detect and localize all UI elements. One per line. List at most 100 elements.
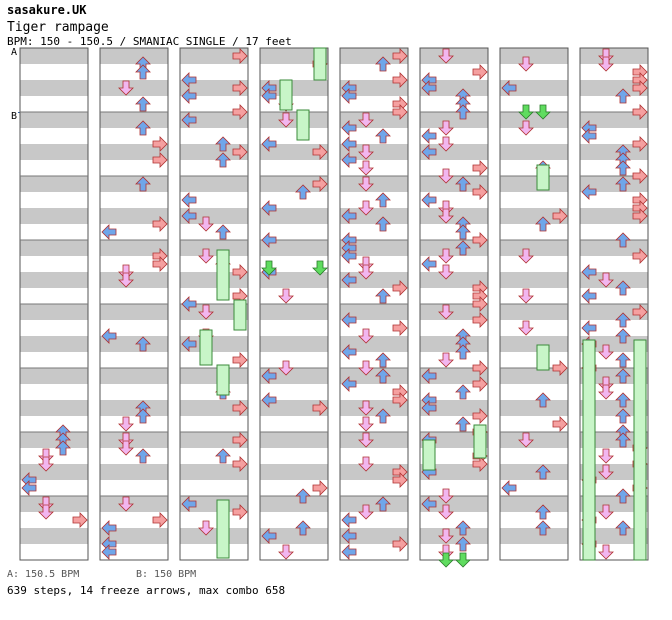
left-arrow [341, 344, 357, 360]
left-arrow [341, 544, 357, 560]
right-arrow-shape [392, 280, 408, 296]
beat-stripe [420, 208, 488, 224]
beat-stripe [260, 176, 328, 192]
right-arrow-shape [312, 480, 328, 496]
down-arrow [518, 432, 534, 448]
left-arrow [181, 296, 197, 312]
up-arrow [615, 280, 631, 296]
down-arrow [118, 440, 134, 456]
down-arrow [438, 488, 454, 504]
left-arrow [261, 232, 277, 248]
freeze-head-arrow [518, 104, 534, 120]
left-arrow-shape [421, 368, 437, 384]
freeze-head-shape [455, 552, 471, 568]
up-arrow-shape [295, 520, 311, 536]
up-arrow-shape [295, 488, 311, 504]
down-arrow [358, 200, 374, 216]
up-arrow-shape [615, 160, 631, 176]
up-arrow [375, 496, 391, 512]
down-arrow-shape [598, 504, 614, 520]
up-arrow-shape [535, 504, 551, 520]
up-arrow [615, 160, 631, 176]
beat-stripe [100, 400, 168, 416]
left-arrow [341, 272, 357, 288]
up-arrow-shape [135, 64, 151, 80]
down-arrow [358, 112, 374, 128]
right-arrow-shape [552, 416, 568, 432]
up-arrow-shape [215, 136, 231, 152]
beat-stripe [20, 400, 88, 416]
up-arrow-shape [135, 120, 151, 136]
right-arrow [392, 48, 408, 64]
left-arrow-shape [421, 128, 437, 144]
right-arrow [392, 320, 408, 336]
up-arrow-shape [375, 368, 391, 384]
up-arrow [295, 488, 311, 504]
left-arrow [341, 312, 357, 328]
down-arrow-shape [278, 544, 294, 560]
right-arrow-shape [232, 504, 248, 520]
left-arrow-shape [581, 128, 597, 144]
right-arrow-shape [312, 144, 328, 160]
right-arrow-shape [152, 216, 168, 232]
left-arrow-shape [181, 72, 197, 88]
up-arrow-shape [455, 240, 471, 256]
right-arrow [232, 80, 248, 96]
beat-stripe [180, 432, 248, 448]
down-arrow [278, 360, 294, 376]
left-arrow-shape [181, 336, 197, 352]
freeze-head-shape [261, 260, 277, 276]
down-arrow-shape [518, 56, 534, 72]
down-arrow-shape [518, 432, 534, 448]
up-arrow [535, 216, 551, 232]
down-arrow-shape [598, 448, 614, 464]
beat-stripe [420, 176, 488, 192]
left-arrow-shape [421, 400, 437, 416]
down-arrow [118, 416, 134, 432]
right-arrow [392, 280, 408, 296]
left-arrow [21, 480, 37, 496]
up-arrow [455, 520, 471, 536]
left-arrow-shape [341, 120, 357, 136]
up-arrow [455, 384, 471, 400]
down-arrow [438, 136, 454, 152]
beat-stripe [100, 304, 168, 320]
down-arrow-shape [518, 248, 534, 264]
right-arrow [632, 248, 648, 264]
left-arrow-shape [181, 112, 197, 128]
down-arrow-shape [438, 136, 454, 152]
up-arrow [375, 192, 391, 208]
down-arrow-shape [598, 48, 614, 64]
down-arrow-shape [278, 112, 294, 128]
beat-stripe [420, 80, 488, 96]
freeze-arrow [216, 249, 230, 301]
up-arrow-shape [615, 520, 631, 536]
freeze-arrow [216, 499, 230, 559]
left-arrow-shape [261, 200, 277, 216]
down-arrow-shape [598, 544, 614, 560]
freeze-head-shape [312, 260, 328, 276]
right-arrow-shape [472, 360, 488, 376]
left-arrow [261, 136, 277, 152]
down-arrow [438, 200, 454, 216]
up-arrow-shape [455, 104, 471, 120]
beat-stripe [100, 528, 168, 544]
down-arrow-shape [198, 248, 214, 264]
up-arrow-shape [455, 520, 471, 536]
beat-stripe [500, 240, 568, 256]
left-arrow-shape [341, 248, 357, 264]
up-arrow-shape [535, 520, 551, 536]
beat-stripe [340, 80, 408, 96]
left-arrow [341, 88, 357, 104]
beat-stripe [580, 400, 648, 416]
beat-stripe [340, 144, 408, 160]
up-arrow [215, 448, 231, 464]
right-arrow-shape [152, 136, 168, 152]
down-arrow-shape [118, 272, 134, 288]
down-arrow-shape [598, 384, 614, 400]
up-arrow [135, 64, 151, 80]
right-arrow-shape [232, 400, 248, 416]
down-arrow-shape [198, 216, 214, 232]
down-arrow [358, 144, 374, 160]
up-arrow [615, 88, 631, 104]
